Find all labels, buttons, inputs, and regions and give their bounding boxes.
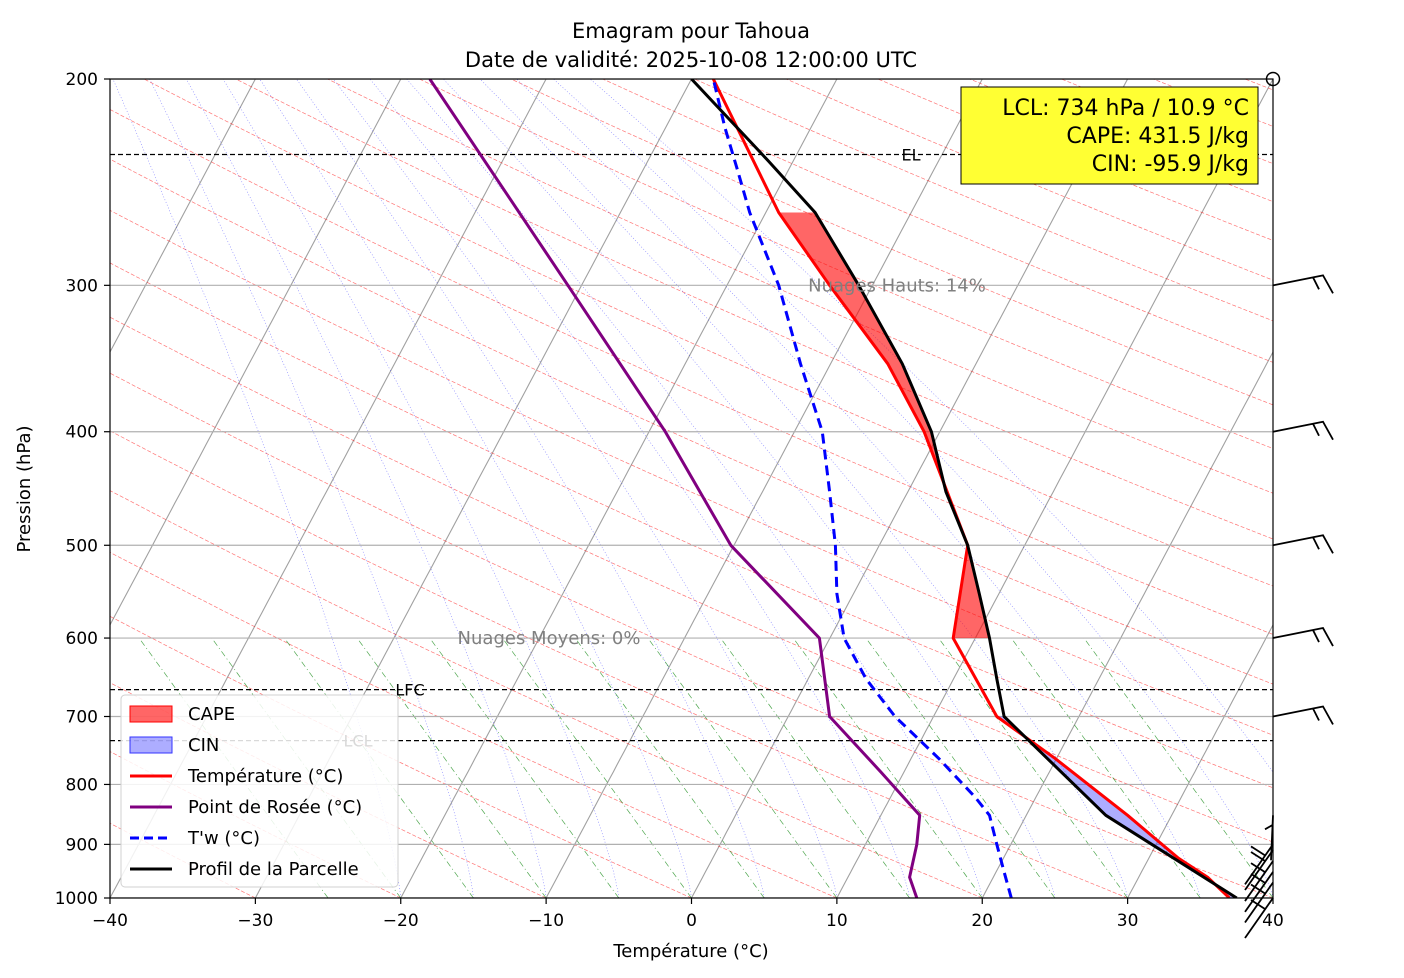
dry-adiabat-line [110, 109, 1273, 635]
mixing-ratio-line [1083, 637, 1273, 898]
legend-box [120, 694, 399, 888]
moist-adiabat-line [222, 79, 620, 898]
dry-adiabat-line [235, 79, 1273, 540]
cloud-annotation: Nuages Hauts: 14% [808, 275, 986, 296]
legend-label: Point de Rosée (°C) [188, 797, 362, 818]
moist-adiabat-line [112, 79, 402, 898]
y-tick-label: 500 [66, 536, 98, 556]
legend: CAPE CIN Température (°C) Point de Rosée (°… [120, 694, 399, 888]
moist-adiabat-line [186, 79, 547, 898]
dry-adiabat-line [143, 79, 1273, 587]
x-tick-label: −20 [383, 911, 419, 931]
wind-barb [1244, 860, 1274, 902]
series-line [711, 79, 1013, 898]
cape-area [778, 212, 990, 639]
moist-adiabat-line [443, 79, 1056, 898]
cloud-annotation: Nuages Moyens: 0% [458, 628, 641, 649]
wind-barb [1272, 420, 1334, 441]
legend-label: Température (°C) [187, 766, 343, 787]
mixing-ratio-line [865, 637, 1056, 898]
level-label-el: EL [901, 146, 920, 165]
x-tick-label: 20 [971, 911, 993, 931]
calm-wind-circle [1265, 71, 1281, 87]
legend-label: Profil de la Parcelle [188, 859, 359, 880]
y-tick-label: 800 [66, 775, 98, 795]
mixing-ratio-line [720, 637, 910, 898]
x-tick-label: 10 [826, 911, 848, 931]
wind-barbs [1244, 71, 1334, 939]
x-tick-label: 0 [686, 911, 697, 931]
info-cape: CAPE: 431.5 J/kg [1066, 124, 1249, 149]
chart-subtitle: Date de validité: 2025-10-08 12:00:00 UT… [465, 48, 917, 72]
mixing-ratio-line [793, 637, 983, 898]
reference-diagonal-line [110, 79, 256, 354]
wind-barb [1272, 274, 1334, 294]
x-axis-label: Température (°C) [612, 941, 768, 962]
legend-swatch [129, 705, 173, 723]
mixing-ratio-line [429, 637, 620, 898]
dry-adiabat-line [327, 79, 1273, 494]
mixing-ratio-line [356, 637, 547, 898]
y-tick-label: 700 [66, 707, 98, 727]
y-tick-label: 400 [66, 423, 98, 443]
dry-adiabat-line [110, 822, 256, 898]
dry-adiabat-line [110, 615, 692, 898]
info-box: LCL: 734 hPa / 10.9 °C CAPE: 431.5 J/kg … [960, 86, 1259, 185]
mixing-ratio-line [574, 637, 765, 898]
wind-barb [1244, 881, 1274, 924]
x-tick-label: 30 [1117, 911, 1139, 931]
info-box-background [960, 86, 1259, 185]
x-tick-label: −30 [237, 911, 273, 931]
moist-adiabat-line [259, 79, 692, 898]
y-axis-ticks: 1000 900 800 700 600 500 400 300 200 [55, 70, 110, 909]
wind-barb [1272, 705, 1334, 725]
dry-adiabat-line [419, 79, 1273, 449]
mixing-ratio-line [284, 637, 474, 898]
x-tick-label: 40 [1262, 911, 1284, 931]
legend-label: CIN [188, 735, 219, 756]
series-line [690, 79, 1238, 898]
y-tick-label: 1000 [55, 889, 98, 909]
chart-title: Emagram pour Tahoua [572, 19, 810, 43]
y-tick-label: 900 [66, 835, 98, 855]
mixing-ratio-line [502, 637, 692, 898]
y-tick-label: 600 [66, 629, 98, 649]
level-label-lfc: LFC [395, 681, 424, 700]
series-line [428, 79, 922, 898]
x-tick-label: −10 [528, 911, 564, 931]
mixing-ratio-line [1011, 637, 1201, 898]
info-cin: CIN: -95.9 J/kg [1092, 152, 1249, 177]
cloud-annotations: Nuages Hauts: 14% Nuages Moyens: 0% [458, 275, 986, 649]
legend-label: CAPE [188, 704, 235, 725]
wind-barb [1264, 815, 1274, 861]
legend-swatch [129, 736, 173, 754]
info-lcl: LCL: 734 hPa / 10.9 °C [1002, 96, 1249, 121]
moist-adiabat-line [516, 79, 1201, 898]
wind-barb [1272, 534, 1334, 554]
mixing-ratio-line [938, 637, 1128, 898]
mixing-ratio-line [647, 637, 838, 898]
dry-adiabat-line [110, 551, 838, 898]
y-tick-label: 200 [66, 70, 98, 90]
moist-adiabat-line [369, 79, 910, 898]
wind-barb [1272, 627, 1334, 647]
x-tick-label: −40 [92, 911, 128, 931]
profile-series [428, 79, 1238, 898]
reference-diagonal-line [110, 79, 402, 627]
y-tick-label: 300 [66, 276, 98, 296]
series-line [711, 79, 1231, 898]
legend-label: T'w (°C) [187, 828, 260, 849]
x-axis-ticks: −40 −30 −20 −10 0 10 20 30 40 [92, 898, 1284, 931]
wind-barb [1244, 871, 1274, 913]
y-axis-label: Pression (hPa) [14, 425, 35, 552]
wind-barb [1244, 843, 1274, 885]
